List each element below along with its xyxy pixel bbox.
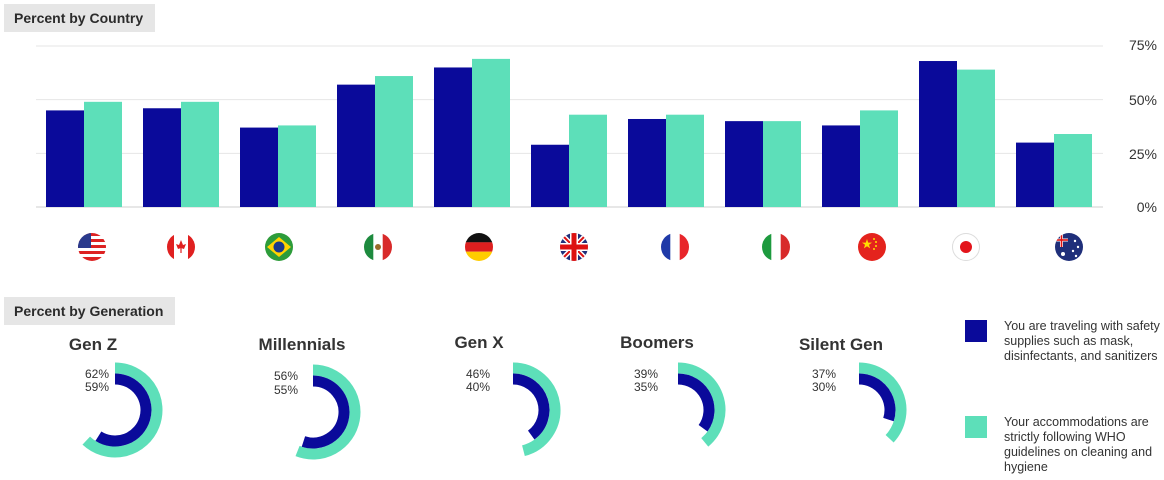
generation-section-title: Percent by Generation: [4, 297, 176, 325]
silent-gen-radial-chart: [858, 362, 907, 443]
y-tick-50: 50%: [1128, 92, 1157, 108]
y-tick-75: 75%: [1128, 37, 1157, 53]
gen-title-silent-gen: Silent Gen: [798, 335, 884, 354]
gen-z-outer-label: 62%: [84, 367, 109, 381]
radial-arc-inner-silent-gen: [858, 373, 896, 422]
silent-gen-outer-label: 37%: [811, 367, 836, 381]
gen-title-millennials: Millennials: [258, 335, 346, 354]
silent-gen-inner-label: 30%: [811, 380, 836, 394]
legend-swatch-who-guidelines: [965, 416, 987, 438]
radial-arc-outer-millennials: [295, 364, 361, 460]
bar-united-kingdom-series-2: [569, 114, 607, 207]
y-tick-0: 0%: [1136, 199, 1157, 215]
bar-italy-series-2: [763, 121, 801, 207]
millennials-radial-chart: [295, 364, 361, 460]
country-bar-chart: [36, 45, 1103, 208]
gen-z-radial-chart: [82, 362, 163, 458]
bar-australia-series-2: [1054, 134, 1092, 207]
japan-flag-icon: [952, 233, 980, 261]
bar-japan-series-1: [919, 61, 957, 207]
bar-mexico-series-1: [337, 84, 375, 207]
brazil-flag-icon: [265, 233, 293, 261]
bar-china-series-2: [860, 110, 898, 207]
y-tick-25: 25%: [1128, 146, 1157, 162]
bar-canada-series-2: [181, 101, 219, 207]
italy-flag-icon: [762, 233, 790, 261]
bar-canada-series-1: [143, 108, 181, 207]
bar-brazil-series-2: [278, 125, 316, 207]
bar-united-states-series-2: [84, 101, 122, 207]
gen-x-outer-label: 46%: [465, 367, 490, 381]
radial-arc-outer-gen-x: [512, 362, 561, 457]
australia-flag-icon: [1055, 233, 1083, 261]
bar-united-states-series-1: [46, 110, 84, 207]
bar-australia-series-1: [1016, 142, 1054, 207]
boomers-outer-label: 39%: [633, 367, 658, 381]
mexico-flag-icon: [364, 233, 392, 261]
legend-label-safety-supplies: You are traveling with safety supplies s…: [1004, 319, 1160, 363]
bar-france-series-2: [666, 114, 704, 207]
legend-label-who-guidelines: Your accommodations are strictly followi…: [1004, 415, 1153, 474]
millennials-inner-label: 55%: [273, 383, 298, 397]
germany-flag-icon: [465, 233, 493, 261]
radial-arc-inner-gen-z: [95, 373, 152, 447]
bar-france-series-1: [628, 118, 666, 207]
gen-x-radial-chart: [512, 362, 561, 457]
millennials-outer-label: 56%: [273, 369, 298, 383]
bar-italy-series-1: [725, 121, 763, 207]
radial-arc-inner-gen-x: [512, 373, 550, 440]
radial-arc-outer-silent-gen: [858, 362, 907, 443]
boomers-radial-chart: [677, 362, 726, 447]
uk-flag-icon: [560, 233, 588, 261]
bar-united-kingdom-series-1: [531, 144, 569, 207]
boomers-inner-label: 35%: [633, 380, 658, 394]
bar-japan-series-2: [957, 69, 995, 207]
gen-title-gen-z: Gen Z: [68, 335, 118, 354]
gen-title-gen-x: Gen X: [454, 333, 504, 352]
bar-brazil-series-1: [240, 127, 278, 207]
bar-china-series-1: [822, 125, 860, 207]
radial-arc-inner-boomers: [677, 373, 715, 432]
france-flag-icon: [661, 233, 689, 261]
country-section-title: Percent by Country: [4, 4, 156, 32]
bar-mexico-series-2: [375, 76, 413, 207]
us-flag-icon: [78, 233, 106, 261]
canada-flag-icon: [167, 233, 195, 261]
radial-arc-outer-boomers: [677, 362, 726, 447]
radial-arc-outer-gen-z: [82, 362, 163, 458]
bar-germany-series-2: [472, 58, 510, 207]
gen-z-inner-label: 59%: [84, 380, 109, 394]
china-flag-icon: [858, 233, 886, 261]
radial-arc-inner-millennials: [301, 375, 350, 449]
gen-title-boomers: Boomers: [620, 333, 694, 352]
legend-swatch-safety-supplies: [965, 320, 987, 342]
bar-germany-series-1: [434, 67, 472, 207]
gen-x-inner-label: 40%: [465, 380, 490, 394]
